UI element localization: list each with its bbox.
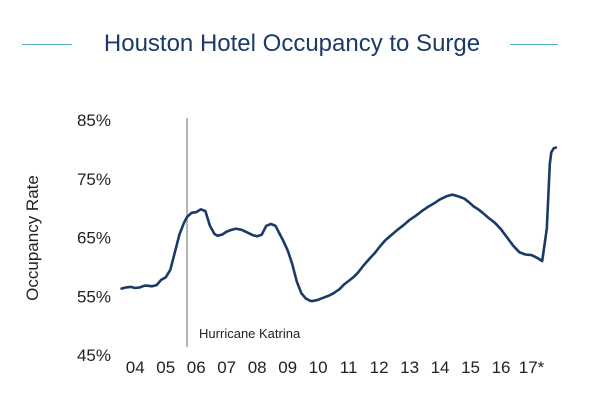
y-tick-label: 65%	[77, 229, 111, 248]
chart-title-row: Houston Hotel Occupancy to Surge	[0, 30, 600, 60]
title-rule-left	[22, 44, 72, 45]
x-tick-label: 10	[309, 358, 328, 377]
x-tick-label: 09	[278, 358, 297, 377]
x-tick-label: 04	[126, 358, 145, 377]
x-tick-label: 17*	[519, 358, 545, 377]
y-tick-label: 85%	[77, 111, 111, 130]
series-layer	[120, 146, 558, 303]
chart-title: Houston Hotel Occupancy to Surge	[103, 30, 481, 57]
x-tick-label: 16	[492, 358, 511, 377]
x-tick-label: 15	[461, 358, 480, 377]
x-tick-label: 07	[217, 358, 236, 377]
x-tick-label: 06	[187, 358, 206, 377]
title-rule-right	[510, 44, 558, 45]
y-tick-label: 75%	[77, 170, 111, 189]
y-tick-label: 45%	[77, 346, 111, 365]
x-tick-label: 13	[400, 358, 419, 377]
series-line-occupancy	[120, 146, 558, 303]
x-tick-label: 12	[370, 358, 389, 377]
x-tick-label: 05	[156, 358, 175, 377]
y-axis-ticks: 45% 55% 65% 75% 85%	[77, 111, 111, 365]
annotations: Hurricane Katrina	[186, 118, 301, 347]
x-tick-label: 14	[431, 358, 450, 377]
x-tick-label: 11	[340, 358, 358, 377]
y-axis-label: Occupancy Rate	[23, 175, 42, 301]
y-tick-label: 55%	[77, 287, 111, 306]
x-tick-label: 08	[248, 358, 267, 377]
x-axis-ticks: 04 05 06 07 08 09 10 11 12 13 14 15 16 17*	[126, 358, 545, 377]
annotation-label: Hurricane Katrina	[199, 326, 301, 341]
